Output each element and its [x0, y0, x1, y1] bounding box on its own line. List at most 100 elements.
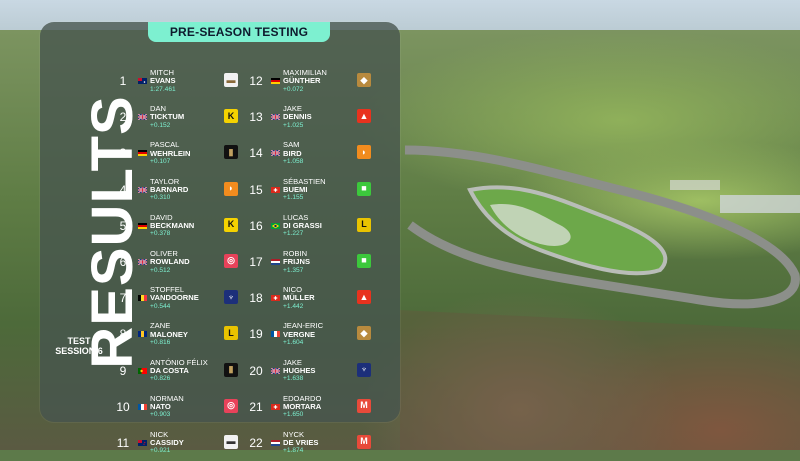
driver-first-name: OLIVER: [150, 248, 178, 258]
result-row: 9 ANTÓNIO FÉLIX DA COSTA +0.826 ▮: [112, 358, 242, 389]
driver-last-name: MORTARA: [283, 401, 322, 411]
driver-last-name: MALONEY: [150, 329, 188, 339]
lap-time-gap: +1.604: [283, 338, 304, 346]
driver-last-name: VANDOORNE: [150, 293, 199, 303]
position-number: 1: [119, 74, 127, 88]
position-number: 11: [116, 435, 130, 450]
position-number: 2: [119, 110, 127, 125]
ds-logo: ◆: [357, 73, 371, 87]
barbados-flag-icon: [138, 331, 147, 338]
result-row: 7 STOFFEL VANDOORNE +0.544 ♆: [112, 285, 242, 316]
netherlands-flag-icon: [271, 439, 280, 446]
brazil-flag-icon: [271, 222, 280, 229]
race-track-illustration: [400, 145, 800, 450]
lap-time-gap: +1.058: [283, 157, 304, 165]
lap-time-gap: +0.512: [150, 266, 171, 274]
driver-first-name: NORMAN: [150, 393, 184, 403]
driver-first-name: ANTÓNIO FÉLIX: [150, 357, 208, 367]
driver-last-name: EVANS: [150, 76, 176, 86]
lap-time-gap: +0.152: [150, 121, 171, 129]
uk-flag-icon: [138, 114, 147, 121]
driver-last-name: VERGNE: [283, 329, 316, 339]
belgium-flag-icon: [138, 295, 147, 302]
driver-first-name: ZANE: [150, 321, 171, 331]
driver-last-name: BIRD: [283, 148, 302, 158]
session-label: TEST SESSION 6: [48, 336, 110, 356]
uk-flag-icon: [138, 258, 147, 265]
envision-logo: ■: [357, 253, 371, 268]
netherlands-flag-icon: [271, 258, 280, 265]
driver-last-name: BUEMI: [283, 184, 308, 194]
mahindra-logo: M: [357, 434, 371, 449]
position-number: 6: [119, 254, 127, 269]
driver-first-name: JAKE: [283, 104, 302, 114]
driver-last-name: FRIJNS: [283, 257, 311, 267]
position-number: 15: [249, 182, 263, 197]
lap-time-gap: +1.650: [283, 411, 304, 419]
position-number: 16: [249, 218, 263, 233]
australia-flag-icon: [138, 78, 147, 84]
driver-name: ROBIN FRIJNS +1.357: [283, 248, 353, 275]
envision-logo: ■: [357, 181, 371, 196]
results-column-left: 1 MITCH EVANS 1:27.461 ▬ 2 DAN TICKTUM +0.152 K 3 P…: [112, 68, 242, 461]
lap-time-gap: +1.442: [283, 302, 304, 310]
cupra-logo: ▬: [224, 73, 238, 87]
driver-last-name: ROWLAND: [150, 257, 190, 267]
driver-name: DAN TICKTUM +0.152: [150, 105, 220, 130]
result-row: 17 ROBIN FRIJNS +1.357 ■: [245, 249, 375, 280]
driver-name: SÉBASTIEN BUEMI +1.155: [283, 176, 353, 203]
driver-name: STOFFEL VANDOORNE +0.544: [150, 285, 220, 311]
position-number: 14: [249, 146, 263, 161]
mclaren-logo: ◗: [224, 181, 238, 196]
driver-first-name: STOFFEL: [150, 285, 185, 295]
maserati-logo: ♆: [224, 290, 238, 305]
result-row: 10 NORMAN NATO +0.903 ◎: [112, 394, 242, 425]
porsche-logo: ▮: [224, 362, 238, 377]
driver-last-name: NATO: [150, 401, 171, 411]
lap-time-gap: +0.816: [150, 338, 171, 346]
position-number: 5: [119, 218, 127, 233]
driver-first-name: EDOARDO: [283, 393, 322, 403]
driver-name: NICK CASSIDY +0.921: [150, 430, 220, 456]
mclaren-logo: ◗: [357, 145, 371, 160]
driver-first-name: DAVID: [150, 212, 173, 222]
driver-name: NICO MÜLLER +1.442: [283, 285, 353, 311]
lap-time-gap: +0.378: [150, 230, 171, 238]
uk-flag-icon: [138, 186, 147, 193]
nissan-logo: ◎: [224, 398, 238, 413]
driver-first-name: JAKE: [283, 357, 302, 367]
driver-name: OLIVER ROWLAND +0.512: [150, 248, 220, 275]
session-label-line1: TEST: [67, 336, 91, 346]
driver-last-name: CASSIDY: [150, 438, 184, 448]
new-zealand-flag-icon: [138, 439, 147, 446]
position-number: 4: [119, 182, 127, 197]
driver-last-name: HUGHES: [283, 365, 316, 375]
result-row: 6 OLIVER ROWLAND +0.512 ◎: [112, 249, 242, 280]
driver-last-name: DI GRASSI: [283, 221, 322, 231]
switzerland-flag-icon: [271, 186, 280, 193]
results-panel: PRE-SEASON TESTING RESULTS TEST SESSION …: [40, 22, 400, 454]
driver-last-name: DA COSTA: [150, 365, 189, 375]
driver-name: JAKE DENNIS +1.025: [283, 105, 353, 130]
results-column-right: 12 MAXIMILIAN GÜNTHER +0.072 ◆ 13 JAKE DENNIS +1…: [245, 68, 375, 461]
lap-time-gap: +1.874: [283, 447, 304, 455]
position-number: 13: [249, 110, 263, 125]
driver-first-name: ROBIN: [283, 248, 308, 258]
driver-last-name: TICKTUM: [150, 112, 185, 122]
lola-logo: L: [224, 326, 238, 341]
lap-time-gap: 1:27.461: [150, 85, 176, 93]
driver-first-name: TAYLOR: [150, 176, 180, 186]
maserati-logo: ♆: [357, 362, 371, 377]
result-row: 14 SAM BIRD +1.058 ◗: [245, 140, 375, 171]
switzerland-flag-icon: [271, 403, 280, 410]
result-row: 2 DAN TICKTUM +0.152 K: [112, 104, 242, 135]
session-type-badge: PRE-SEASON TESTING: [148, 22, 330, 42]
driver-first-name: SÉBASTIEN: [283, 176, 326, 186]
position-number: 20: [249, 363, 263, 378]
lap-time-gap: +0.921: [150, 447, 171, 455]
driver-last-name: GÜNTHER: [283, 76, 321, 86]
position-number: 18: [249, 291, 263, 306]
position-number: 7: [119, 291, 127, 306]
driver-first-name: DAN: [150, 104, 167, 114]
driver-first-name: MITCH: [150, 68, 175, 77]
